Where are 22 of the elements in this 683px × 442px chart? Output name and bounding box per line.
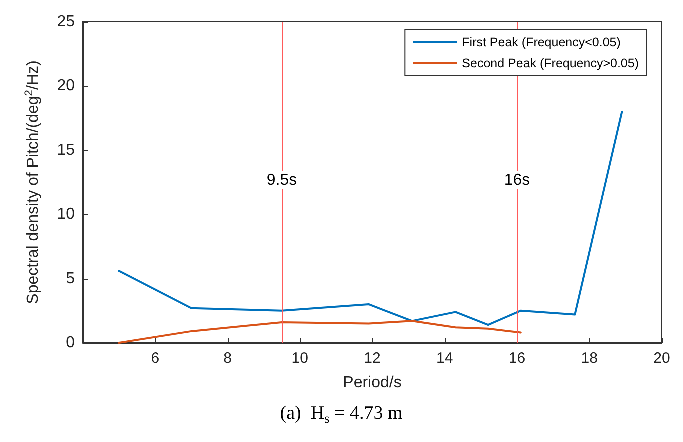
y-tick-label: 25 [57,14,76,30]
x-tick-label: 12 [364,350,381,367]
y-tick-label: 20 [57,78,76,95]
legend-label: Second Peak (Frequency>0.05) [462,56,639,70]
x-tick-label: 16 [508,350,526,367]
line-series [118,110,624,326]
ref-line-label: 9.5s [266,172,298,189]
x-tick-label: 20 [654,350,670,367]
x-axis-title: Period/s [343,374,402,392]
y-tick-label: 5 [66,270,76,288]
x-tick-label: 6 [151,350,160,367]
x-tick-label: 8 [224,350,232,367]
x-tick-label: 10 [292,350,308,367]
x-tick-label: 18 [581,350,598,367]
y-axis-title: Spectral density of Pitch/(deg2/Hz) [24,60,42,304]
y-tick-label: 0 [66,334,76,352]
x-tick-label: 14 [436,350,454,367]
line-series [118,320,522,344]
legend-label: First Peak (Frequency<0.05) [462,36,621,50]
y-tick-label: 10 [57,206,76,224]
y-tick-label: 15 [57,142,76,159]
ref-line-label: 16s [504,172,530,189]
